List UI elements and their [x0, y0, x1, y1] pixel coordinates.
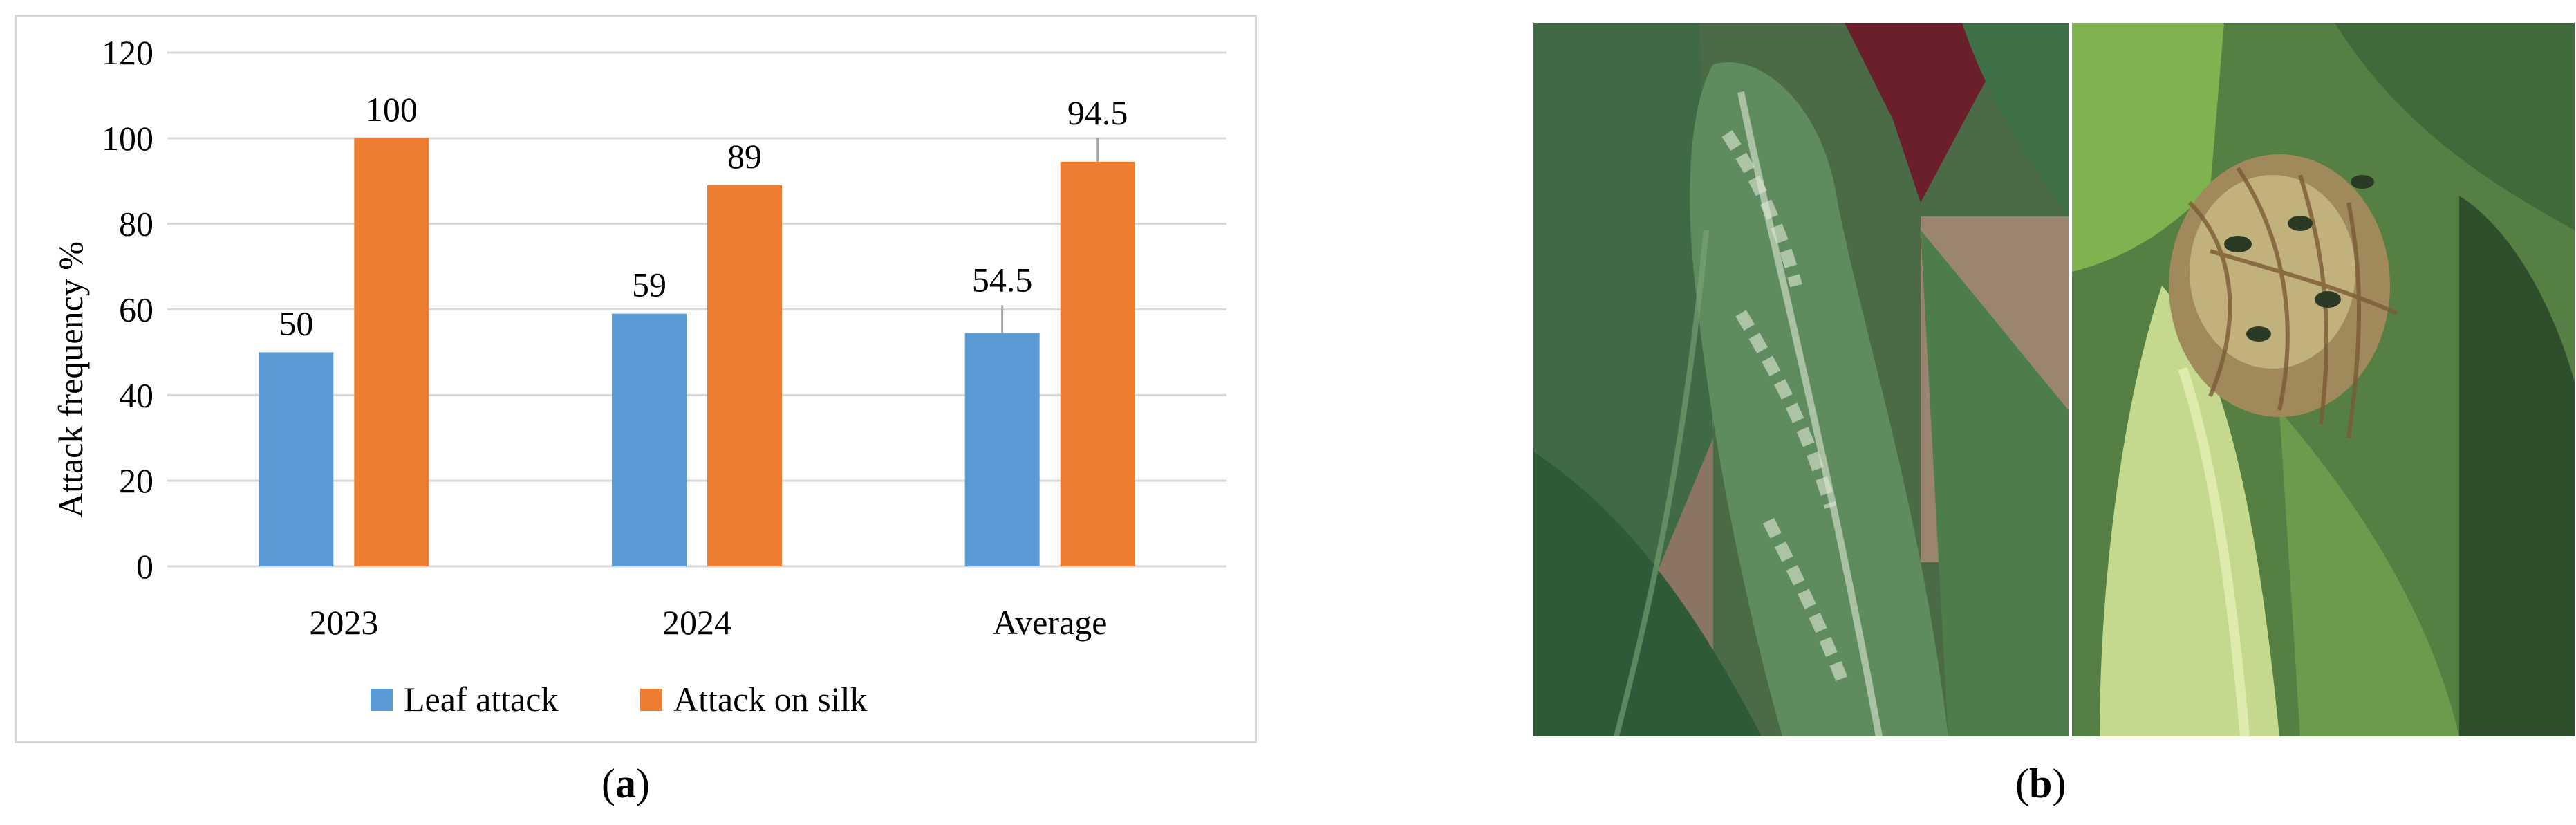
y-tick-label: 0	[136, 547, 153, 586]
caption-letter-b: b	[2028, 761, 2053, 806]
data-labels: 50 100 59 89 54.5 94.5	[279, 90, 1128, 343]
data-label: 94.5	[1067, 93, 1128, 132]
x-axis-ticks: 2023 2024 Average	[309, 603, 1107, 642]
y-tick-label: 100	[102, 119, 153, 158]
data-label: 59	[632, 266, 666, 304]
y-tick-label: 40	[119, 376, 153, 414]
panel-caption-b: (b)	[2015, 761, 2066, 806]
legend-label: Leaf attack	[404, 680, 558, 719]
y-tick-label: 60	[119, 290, 153, 329]
x-tick-label: 2023	[309, 603, 378, 642]
data-label: 100	[366, 90, 418, 129]
photo-maize-silk	[2072, 23, 2575, 736]
photo-maize-leaf	[1533, 23, 2069, 736]
legend-label: Attack on silk	[673, 680, 868, 719]
legend: Leaf attack Attack on silk	[371, 680, 868, 719]
y-tick-label: 120	[102, 33, 153, 72]
panel-caption-a: (a)	[601, 761, 650, 806]
legend-swatch-attack-on-silk	[640, 689, 662, 711]
bar-attack-on-silk	[1060, 161, 1135, 566]
y-axis-title: Attack frequency %	[51, 241, 90, 518]
data-label: 54.5	[972, 260, 1033, 299]
chart-frame: 0 20 40 60 80 100 120 Attack frequency % 50 100…	[15, 15, 1257, 743]
x-tick-label: 2024	[662, 603, 731, 642]
y-tick-label: 80	[119, 205, 153, 243]
bar-leaf-attack	[612, 313, 687, 566]
y-tick-label: 20	[119, 461, 153, 500]
y-axis-ticks: 0 20 40 60 80 100 120	[102, 33, 153, 586]
caption-letter-a: a	[615, 761, 636, 806]
bar-leaf-attack	[259, 352, 334, 566]
x-tick-label: Average	[993, 603, 1108, 642]
error-bars	[1001, 138, 1099, 333]
bar-attack-on-silk	[707, 185, 782, 566]
gridlines	[167, 51, 1226, 568]
y-axis-label: Attack frequency %	[51, 241, 90, 518]
data-label: 50	[279, 304, 313, 342]
bar-attack-on-silk	[354, 138, 429, 567]
legend-swatch-leaf-attack	[371, 689, 393, 711]
bar-chart: 0 20 40 60 80 100 120 Attack frequency % 50 100…	[51, 33, 1226, 719]
bars	[259, 138, 1135, 567]
bar-leaf-attack	[964, 333, 1040, 566]
data-label: 89	[727, 137, 762, 176]
